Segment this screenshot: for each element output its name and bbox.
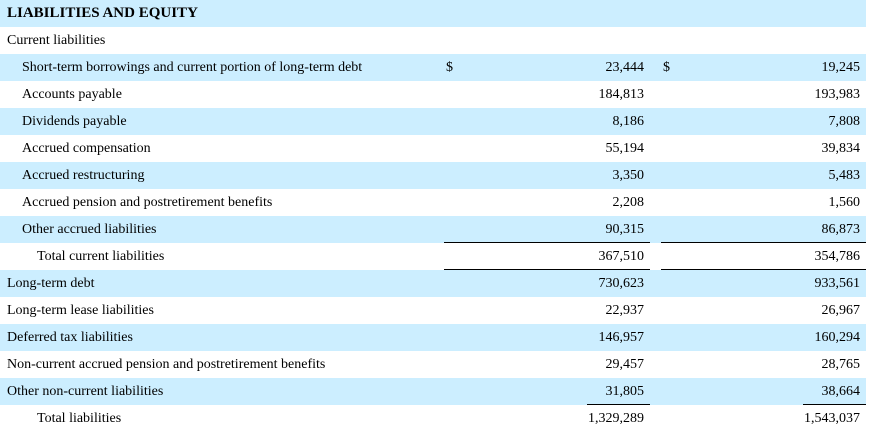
current-liabilities-heading: Current liabilities xyxy=(7,33,106,48)
section-heading: LIABILITIES AND EQUITY xyxy=(7,5,198,21)
value-col1: 55,194 xyxy=(605,141,645,156)
value-col1: 8,186 xyxy=(612,114,645,129)
value-col2: 160,294 xyxy=(814,330,861,345)
value-col2: 86,873 xyxy=(821,222,861,237)
table-row: Accrued pension and postretirement benef… xyxy=(0,189,866,216)
value-col1: 3,350 xyxy=(612,168,645,183)
table-row: Long-term lease liabilities 22,937 26,96… xyxy=(0,297,866,324)
value-col2: 1,543,037 xyxy=(804,411,860,426)
row-label: Other accrued liabilities xyxy=(22,222,157,237)
table-row: Deferred tax liabilities 146,957 160,294 xyxy=(0,324,866,351)
value-col2: 7,808 xyxy=(828,114,861,129)
value-col1: 184,813 xyxy=(598,87,645,102)
total-row: Total liabilities 1,329,289 1,543,037 xyxy=(0,405,866,432)
total-rule-col2 xyxy=(661,269,866,270)
row-label: Accrued pension and postretirement benef… xyxy=(22,195,273,210)
value-col2: 933,561 xyxy=(814,276,861,291)
row-label: Long-term debt xyxy=(7,276,95,291)
value-col1: 2,208 xyxy=(612,195,645,210)
liabilities-rule-col1 xyxy=(587,404,650,405)
table-row: Dividends payable 8,186 7,808 xyxy=(0,108,866,135)
currency-symbol: $ xyxy=(446,60,453,75)
row-label: Short-term borrowings and current portio… xyxy=(22,60,363,75)
row-label: Other non-current liabilities xyxy=(7,384,164,399)
value-col1: 22,937 xyxy=(605,303,645,318)
row-label: Deferred tax liabilities xyxy=(7,330,133,345)
row-label: Accounts payable xyxy=(22,87,122,102)
table-row: Accounts payable 184,813 193,983 xyxy=(0,81,866,108)
value-col2: 26,967 xyxy=(821,303,861,318)
total-rule-col1 xyxy=(444,269,650,270)
subtotal-rule-col1 xyxy=(444,242,650,243)
value-col1: 23,444 xyxy=(605,60,645,75)
value-col2: 193,983 xyxy=(814,87,861,102)
value-col2: 28,765 xyxy=(821,357,861,372)
value-col2: 354,786 xyxy=(814,249,861,264)
table-row: Long-term debt 730,623 933,561 xyxy=(0,270,866,297)
table-row: Accrued restructuring 3,350 5,483 xyxy=(0,162,866,189)
section-heading-row: LIABILITIES AND EQUITY xyxy=(0,0,866,27)
row-label: Accrued restructuring xyxy=(22,168,145,183)
row-label: Long-term lease liabilities xyxy=(7,303,154,318)
table-row: Short-term borrowings and current portio… xyxy=(0,54,866,81)
row-label: Non-current accrued pension and postreti… xyxy=(7,357,326,372)
value-col2: 5,483 xyxy=(828,168,861,183)
value-col1: 90,315 xyxy=(605,222,645,237)
table-row: Other non-current liabilities 31,805 38,… xyxy=(0,378,866,405)
value-col2: 1,560 xyxy=(828,195,861,210)
value-col1: 730,623 xyxy=(598,276,645,291)
subheading-row: Current liabilities xyxy=(0,27,866,54)
value-col1: 31,805 xyxy=(605,384,645,399)
subtotal-row: Total current liabilities 367,510 354,78… xyxy=(0,243,866,270)
row-label: Total current liabilities xyxy=(37,249,165,264)
value-col1: 29,457 xyxy=(605,357,645,372)
value-col1: 1,329,289 xyxy=(588,411,644,426)
table-row: Accrued compensation 55,194 39,834 xyxy=(0,135,866,162)
table-row: Non-current accrued pension and postreti… xyxy=(0,351,866,378)
value-col1: 367,510 xyxy=(598,249,645,264)
value-col1: 146,957 xyxy=(598,330,645,345)
value-col2: 39,834 xyxy=(821,141,861,156)
value-col2: 38,664 xyxy=(821,384,861,399)
row-label: Accrued compensation xyxy=(22,141,151,156)
row-label: Dividends payable xyxy=(22,114,127,129)
value-col2: 19,245 xyxy=(821,60,861,75)
liabilities-rule-col2 xyxy=(803,404,866,405)
row-label: Total liabilities xyxy=(37,411,122,426)
table-row: Other accrued liabilities 90,315 86,873 xyxy=(0,216,866,243)
currency-symbol: $ xyxy=(663,60,670,75)
subtotal-rule-col2 xyxy=(661,242,866,243)
